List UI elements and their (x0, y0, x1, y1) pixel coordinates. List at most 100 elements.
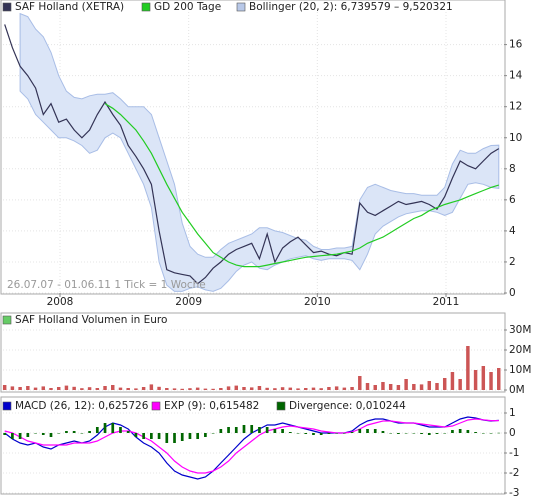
y-tick-label: -2 (509, 467, 519, 479)
bar (2, 385, 7, 390)
bar (219, 388, 223, 390)
bar (304, 433, 308, 434)
legend-label: GD 200 Tage (154, 1, 221, 13)
x-tick-label: 2010 (304, 296, 331, 308)
bar (188, 388, 192, 390)
bar (304, 388, 308, 390)
legend-swatch (2, 401, 12, 411)
bar (165, 433, 169, 443)
bar (474, 432, 477, 433)
bar (227, 427, 230, 433)
bar (172, 388, 177, 390)
bar (466, 346, 470, 390)
bar (404, 379, 408, 390)
bar (195, 387, 200, 390)
bar (366, 429, 369, 433)
bar (33, 387, 38, 390)
bar (258, 427, 261, 433)
bar (188, 433, 192, 439)
bar (296, 388, 300, 390)
series-line (4, 24, 500, 285)
bar (489, 433, 493, 434)
bar (280, 387, 285, 390)
bar (458, 429, 462, 433)
legend-swatch (236, 2, 246, 12)
bar (350, 387, 354, 390)
bar (64, 385, 69, 390)
bar (473, 370, 478, 390)
bar (126, 431, 130, 433)
bar (296, 433, 300, 434)
bar (219, 429, 223, 433)
bar (412, 433, 416, 434)
x-tick-label: 2009 (175, 296, 202, 308)
bar (204, 433, 207, 437)
bar (358, 429, 362, 433)
y-tick-label: 0M (509, 384, 525, 396)
bar (165, 388, 169, 390)
bar (481, 433, 485, 434)
bar (211, 388, 215, 390)
bar (234, 385, 239, 390)
bar (358, 376, 362, 390)
bar (49, 433, 53, 437)
y-tick-label: 0 (509, 427, 516, 439)
bar (226, 386, 231, 390)
bar (396, 385, 401, 390)
bar (150, 433, 153, 439)
bar (420, 433, 423, 434)
bar (273, 429, 277, 433)
bar (26, 386, 30, 390)
bar (373, 385, 377, 390)
y-tick-label: -1 (509, 447, 519, 459)
bar (249, 387, 254, 390)
legend-swatch (141, 2, 151, 12)
bar (173, 433, 176, 443)
legend-swatch (2, 2, 12, 12)
bar (388, 384, 393, 390)
bar (95, 388, 100, 390)
bar (56, 387, 61, 390)
bar (257, 386, 262, 390)
plot-area (0, 312, 506, 393)
bar (134, 433, 138, 437)
bar (327, 433, 331, 434)
bar (435, 433, 439, 434)
bar (134, 388, 138, 390)
y-tick-label: 30M (509, 324, 531, 336)
bar (49, 388, 53, 390)
bar (41, 433, 45, 435)
bar (18, 433, 22, 439)
series-line (4, 418, 499, 474)
bar (335, 433, 338, 434)
legend-label: EXP (9): 0,615482 (164, 400, 259, 412)
bar (95, 427, 99, 433)
bar (41, 386, 46, 390)
bar (466, 430, 470, 433)
y-tick-label: 20M (509, 344, 531, 356)
y-tick-label: 12 (509, 101, 522, 113)
bar (343, 433, 346, 434)
bar (26, 433, 30, 437)
bar (180, 433, 184, 441)
bar (103, 423, 107, 433)
bar (72, 431, 76, 433)
bar (319, 433, 323, 435)
bar (149, 384, 154, 390)
bar (242, 425, 246, 433)
bar (141, 387, 146, 390)
bar (157, 386, 161, 390)
bar (442, 378, 447, 390)
bar (111, 385, 115, 390)
bar (111, 423, 115, 433)
y-tick-label: 4 (509, 225, 516, 237)
bar (157, 433, 161, 439)
bar (34, 433, 37, 434)
legend-label: Bollinger (20, 2): 6,739579 – 9,520321 (249, 1, 453, 13)
bar (288, 432, 292, 433)
bar (203, 388, 208, 390)
y-tick-label: 0 (509, 287, 516, 299)
x-tick-label: 2008 (47, 296, 74, 308)
bar (443, 433, 447, 434)
bar (334, 386, 339, 390)
